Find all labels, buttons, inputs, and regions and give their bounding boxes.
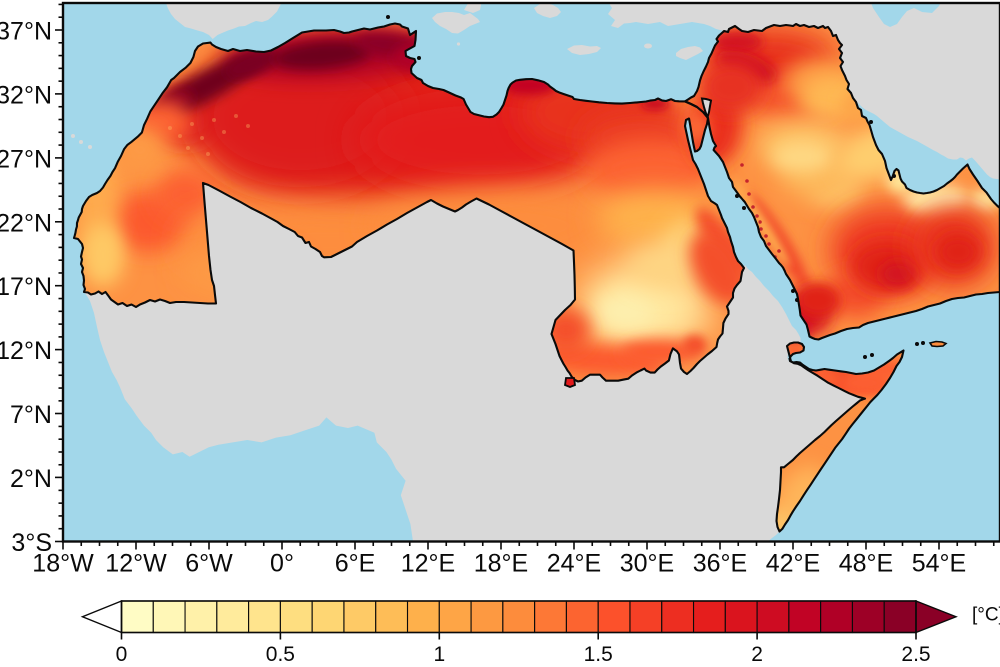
svg-text:[°C]: [°C] <box>972 605 1000 626</box>
svg-text:0°: 0° <box>270 550 294 578</box>
svg-text:12°E: 12°E <box>401 550 455 578</box>
svg-text:48°E: 48°E <box>839 550 893 578</box>
svg-text:32°N: 32°N <box>0 81 52 109</box>
svg-text:42°E: 42°E <box>766 550 820 578</box>
svg-text:2.5: 2.5 <box>901 643 930 666</box>
svg-text:22°N: 22°N <box>0 209 52 237</box>
svg-text:2: 2 <box>751 643 763 666</box>
svg-text:18°W: 18°W <box>32 550 94 578</box>
svg-text:6°E: 6°E <box>335 550 376 578</box>
svg-text:1: 1 <box>433 643 445 666</box>
svg-text:0.5: 0.5 <box>266 643 295 666</box>
svg-text:24°E: 24°E <box>547 550 601 578</box>
svg-text:54°E: 54°E <box>912 550 966 578</box>
svg-text:37°N: 37°N <box>0 18 52 46</box>
svg-text:2°N: 2°N <box>10 465 52 493</box>
svg-text:6°W: 6°W <box>185 550 233 578</box>
svg-text:0: 0 <box>116 643 128 666</box>
svg-text:12°N: 12°N <box>0 337 52 365</box>
svg-text:3°S: 3°S <box>11 529 52 557</box>
svg-text:1.5: 1.5 <box>584 643 613 666</box>
svg-text:30°E: 30°E <box>620 550 674 578</box>
svg-text:7°N: 7°N <box>10 401 52 429</box>
svg-text:17°N: 17°N <box>0 273 52 301</box>
svg-text:18°E: 18°E <box>474 550 528 578</box>
svg-text:36°E: 36°E <box>693 550 747 578</box>
svg-text:27°N: 27°N <box>0 145 52 173</box>
svg-text:12°W: 12°W <box>105 550 167 578</box>
